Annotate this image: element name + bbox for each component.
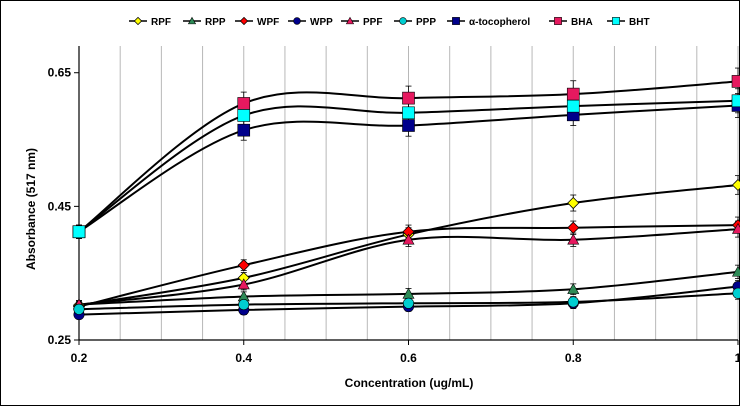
x-tick-label: 0.8 — [565, 351, 582, 365]
legend-label-ppf: PPF — [363, 17, 382, 28]
x-tick-label: 0.2 — [71, 351, 88, 365]
point-rpf — [568, 198, 579, 209]
point-wpf — [568, 222, 579, 233]
point-bht — [567, 100, 579, 112]
legend-label-rpp: RPP — [205, 17, 226, 28]
legend-marker-alpha-tocopherol — [452, 17, 459, 24]
x-axis-title: Concentration (ug/mL) — [345, 376, 474, 390]
point-ppp — [568, 297, 578, 307]
point-ppp — [74, 304, 84, 314]
legend-marker-ppp — [400, 18, 407, 25]
point-bht — [403, 107, 415, 119]
point-ppp — [403, 298, 413, 308]
legend-marker-rpf — [134, 17, 141, 24]
legend-label-alpha-tocopherol: α-tocopherol — [469, 17, 530, 28]
point-ppp — [239, 299, 249, 309]
legend-label-wpp: WPP — [310, 17, 333, 28]
legend-label-rpf: RPF — [151, 17, 171, 28]
point-bha — [238, 97, 250, 109]
legend-label-bha: BHA — [571, 17, 593, 28]
point-rpf — [733, 179, 740, 190]
y-tick-label: 0.25 — [48, 333, 72, 347]
legend-marker-bht — [612, 17, 619, 24]
x-tick-label: 1 — [735, 351, 740, 365]
legend: RPF RPP WPF WPP PPF PPP α-tocopherol BHA BHT — [129, 17, 650, 28]
legend-marker-wpp — [294, 18, 301, 25]
point-bha — [567, 88, 579, 100]
point-bht — [238, 109, 250, 121]
legend-marker-bha — [554, 17, 561, 24]
point-rpp — [733, 266, 740, 276]
point-alpha-tocopherol — [238, 124, 250, 136]
y-axis-title: Absorbance (517 nm) — [24, 148, 38, 270]
y-tick-label: 0.65 — [48, 66, 72, 80]
point-wpf — [238, 260, 249, 271]
legend-label-ppp: PPP — [416, 17, 436, 28]
point-bha — [732, 75, 740, 87]
legend-label-wpf: WPF — [257, 17, 279, 28]
point-alpha-tocopherol — [403, 120, 415, 132]
legend-label-bht: BHT — [629, 17, 650, 28]
point-bht — [732, 95, 740, 107]
x-tick-label: 0.6 — [400, 351, 417, 365]
point-bht — [73, 226, 85, 238]
legend-marker-wpf — [240, 17, 247, 24]
point-bha — [403, 92, 415, 104]
y-tick-label: 0.45 — [48, 199, 72, 213]
x-tick-label: 0.4 — [235, 351, 252, 365]
